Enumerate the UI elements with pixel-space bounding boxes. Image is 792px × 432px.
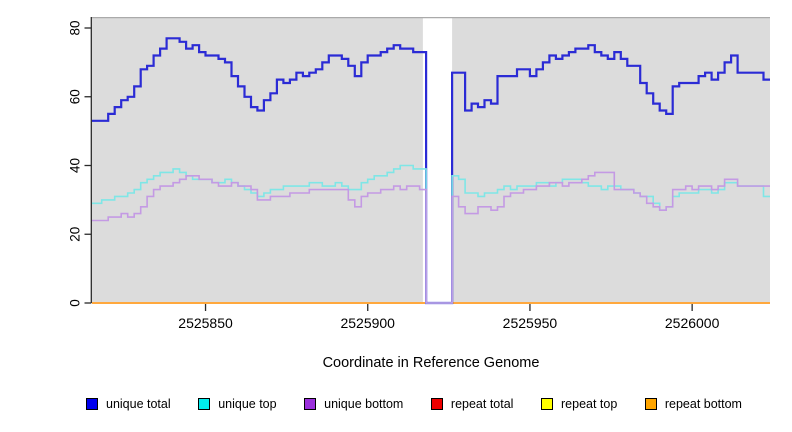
legend-swatch-icon-repeat-bottom bbox=[644, 398, 657, 410]
legend: unique total unique top unique bottom repea… bbox=[86, 397, 742, 411]
coverage-gap-band bbox=[422, 18, 453, 303]
y-tick-label: 80 bbox=[68, 20, 83, 35]
legend-swatch-icon-unique-total bbox=[86, 398, 98, 410]
series-unique-total bbox=[92, 37, 770, 305]
y-tick-label: 60 bbox=[68, 89, 83, 104]
legend-label-unique-top: unique top bbox=[218, 397, 277, 411]
legend-label-repeat-bottom: repeat bottom bbox=[664, 397, 742, 411]
legend-item-unique-top: unique top bbox=[198, 397, 277, 411]
legend-label-repeat-total: repeat total bbox=[450, 397, 514, 411]
legend-label-unique-total: unique total bbox=[106, 397, 171, 411]
legend-swatch-icon-unique-bottom bbox=[304, 398, 317, 410]
plot-layers: 0 20 40 60 80 2525850 2525900 2525950 2526000 bbox=[68, 17, 770, 331]
x-tick-label: 2525950 bbox=[503, 315, 558, 331]
legend-item-repeat-bottom: repeat bottom bbox=[644, 397, 742, 411]
y-tick-label: 0 bbox=[68, 299, 83, 307]
legend-swatch-icon-unique-top bbox=[198, 398, 211, 410]
legend-label-unique-bottom: unique bottom bbox=[324, 397, 404, 411]
y-tick-label: 40 bbox=[68, 158, 83, 173]
x-axis-title: Coordinate in Reference Genome bbox=[323, 355, 540, 371]
legend-label-repeat-top: repeat top bbox=[561, 397, 618, 411]
legend-item-unique-total: unique total bbox=[86, 397, 171, 411]
y-tick-label: 20 bbox=[68, 227, 83, 242]
x-tick-label: 2525900 bbox=[340, 315, 395, 331]
legend-swatch-icon-repeat-top bbox=[541, 398, 553, 410]
x-tick-label: 2525850 bbox=[178, 315, 233, 331]
x-tick-label: 2526000 bbox=[665, 315, 720, 331]
legend-swatch-icon-repeat-total bbox=[430, 398, 443, 410]
legend-item-repeat-top: repeat top bbox=[541, 397, 617, 411]
legend-item-unique-bottom: unique bottom bbox=[304, 397, 403, 411]
series-unique-bottom bbox=[92, 171, 770, 304]
legend-item-repeat-total: repeat total bbox=[430, 397, 514, 411]
